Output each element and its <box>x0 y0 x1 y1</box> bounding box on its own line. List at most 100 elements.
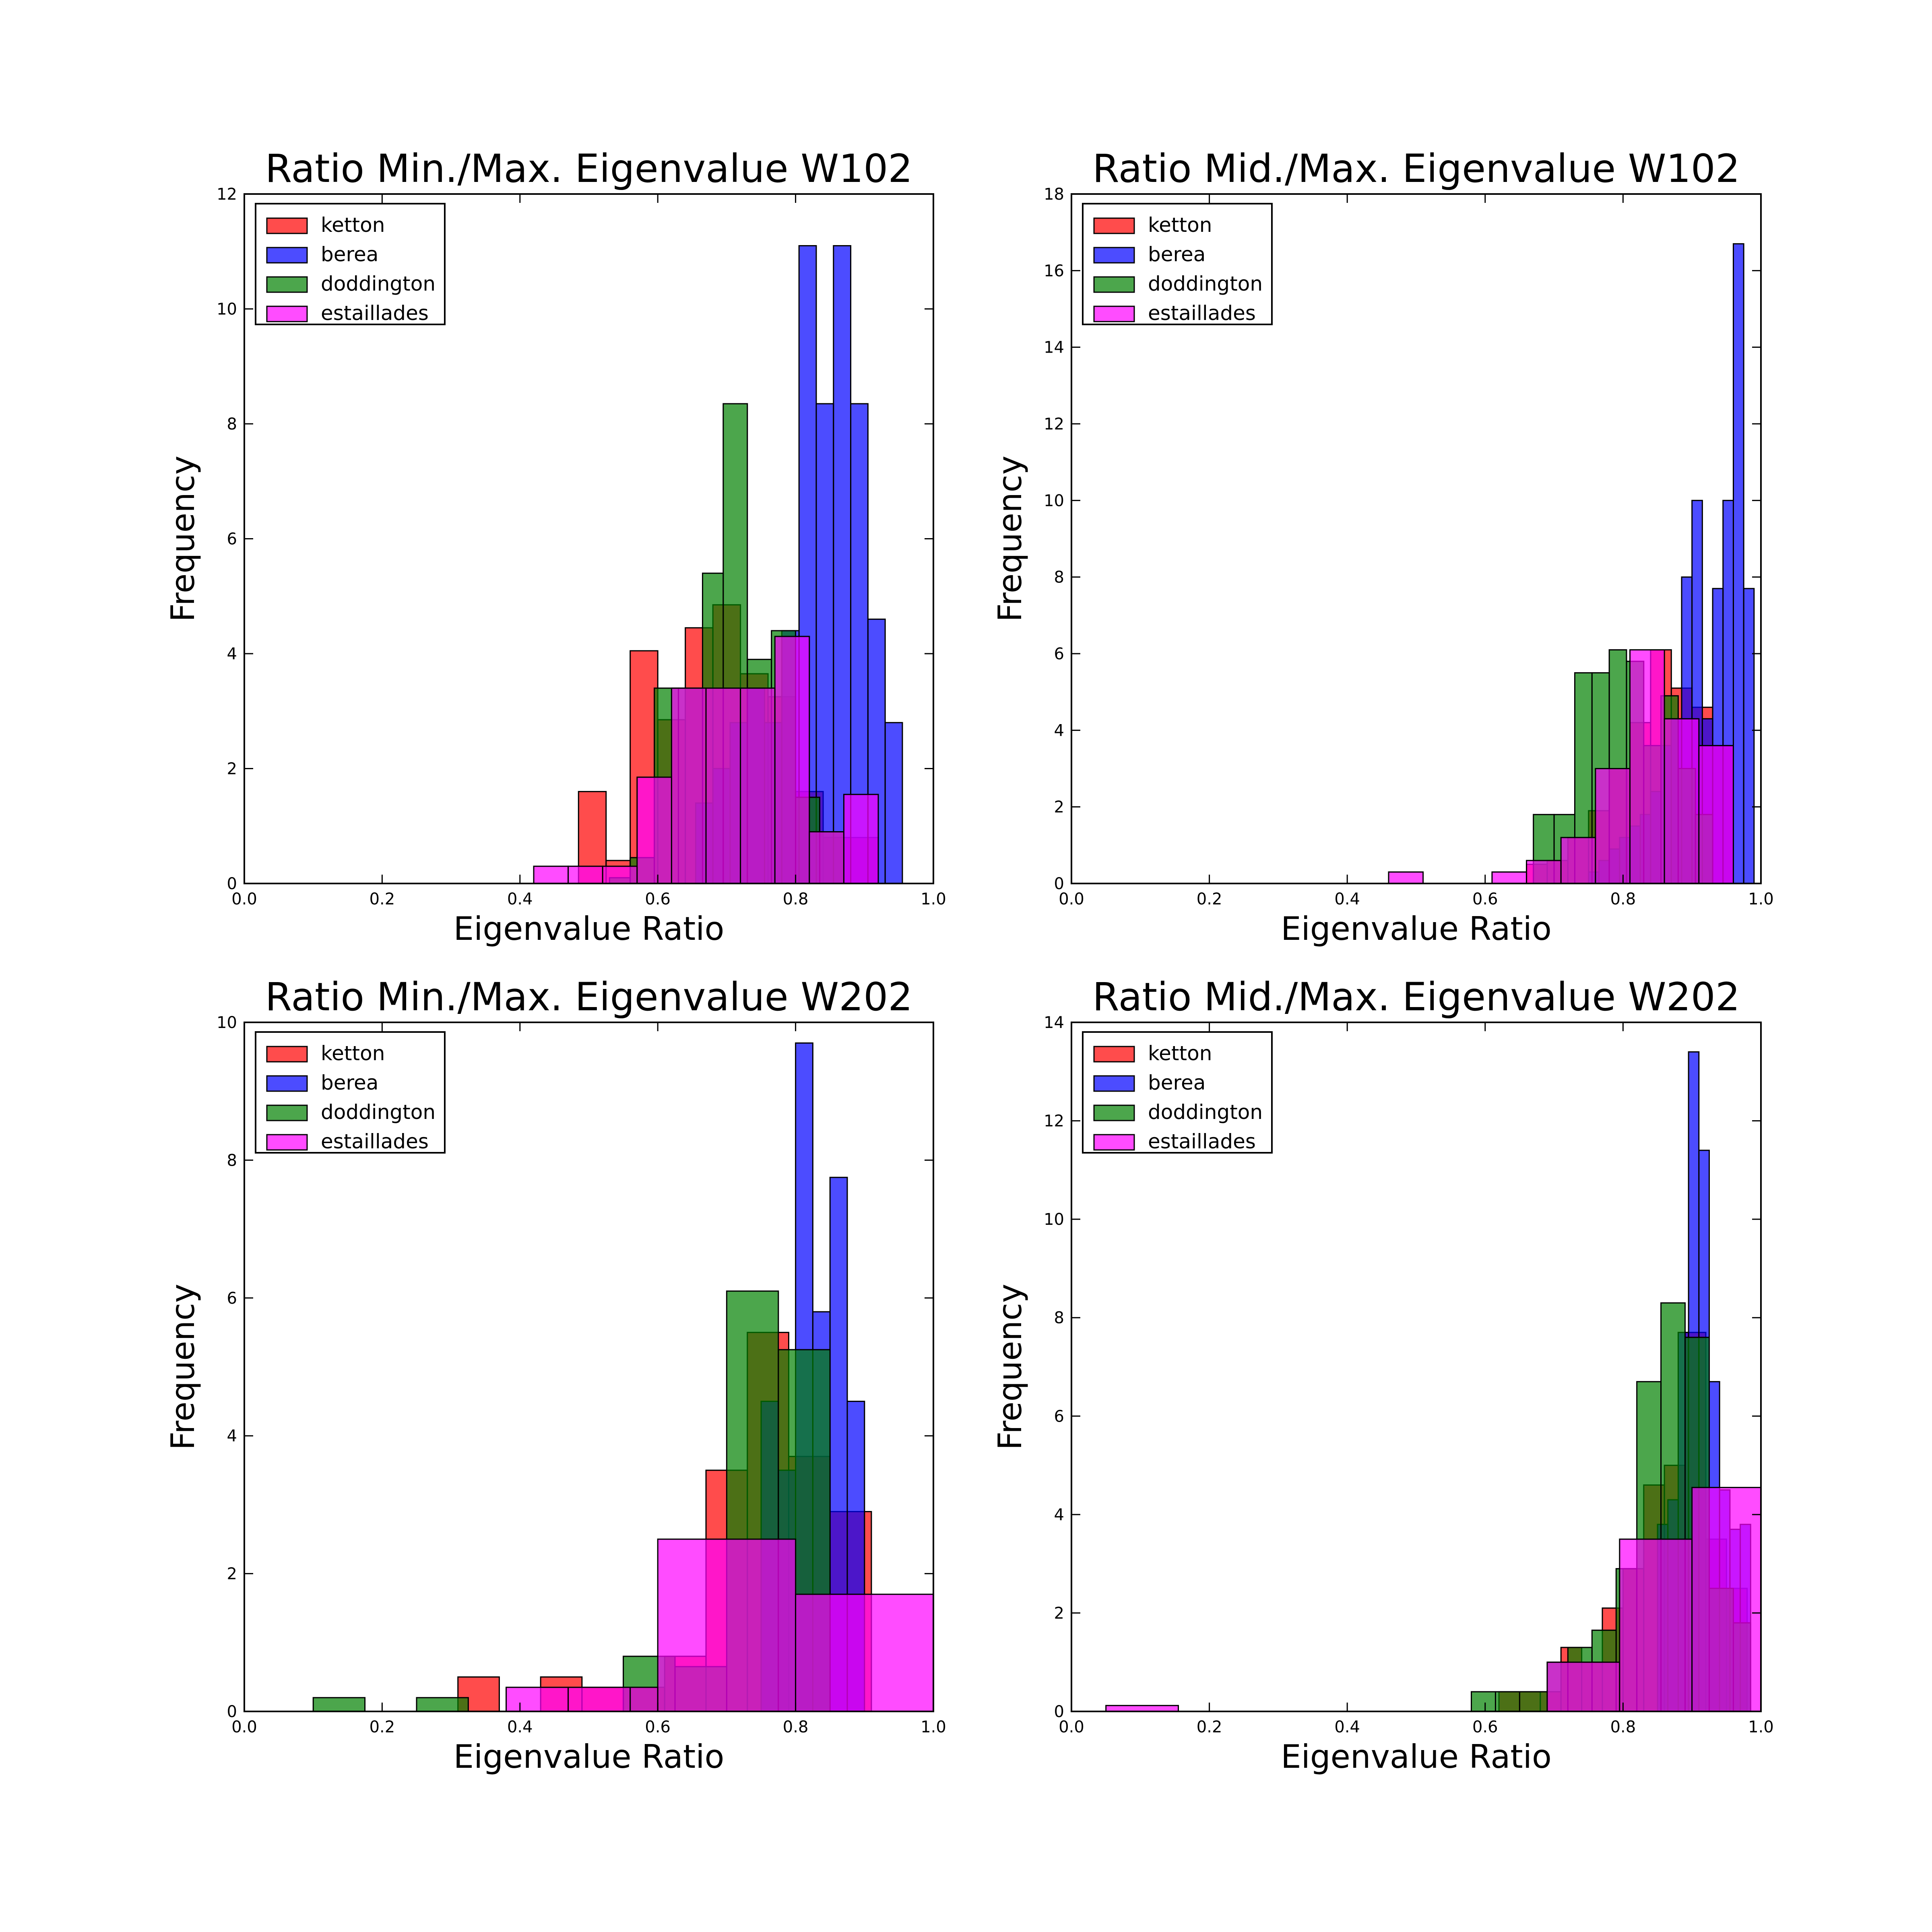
bar-estaillades <box>795 1593 934 1712</box>
bar-estaillades <box>1664 718 1700 884</box>
y-tick-label: 0 <box>1054 1703 1064 1721</box>
y-tick-label: 6 <box>1054 645 1064 663</box>
x-tick-label: 1.0 <box>921 890 946 908</box>
x-tick-label: 0.4 <box>1334 1718 1360 1736</box>
bar-estaillades <box>1105 1705 1179 1712</box>
legend-label-berea: berea <box>321 1071 378 1094</box>
x-tick-label: 0.6 <box>645 1718 671 1736</box>
y-tick-label: 18 <box>1044 185 1064 204</box>
y-tick-label: 12 <box>1044 1112 1064 1131</box>
bar-estaillades <box>568 865 603 884</box>
bar-estaillades <box>1526 860 1562 884</box>
bar-berea <box>1743 588 1755 884</box>
legend-swatch-estaillades <box>266 305 308 322</box>
legend-label-berea: berea <box>1148 243 1205 266</box>
x-tick-label: 0.4 <box>1334 890 1360 908</box>
x-tick-label: 0.6 <box>1472 1718 1498 1736</box>
plot-frame <box>1071 1022 1762 1712</box>
legend-label-doddington: doddington <box>1148 272 1263 295</box>
y-tick-label: 16 <box>1044 262 1064 280</box>
y-tick-label: 14 <box>1044 1013 1064 1032</box>
bar-estaillades <box>533 865 569 884</box>
y-tick-label: 0 <box>227 1703 237 1721</box>
legend-swatch-doddington <box>1093 276 1135 293</box>
legend-swatch-ketton <box>266 217 308 234</box>
bar-estaillades <box>1698 745 1734 884</box>
bar-estaillades <box>657 1538 797 1712</box>
y-tick-label: 2 <box>227 760 237 778</box>
y-tick-label: 8 <box>227 1151 237 1170</box>
bar-estaillades <box>602 865 638 884</box>
legend: ketton berea doddington estaillades <box>1082 1031 1273 1154</box>
x-axis-label: Eigenvalue Ratio <box>454 1738 724 1775</box>
x-tick-label: 0.8 <box>1610 1718 1636 1736</box>
x-tick-label: 0.0 <box>1059 1718 1084 1736</box>
bar-estaillades <box>1560 837 1596 884</box>
x-tick-label: 0.2 <box>369 890 395 908</box>
legend-box <box>1082 203 1273 325</box>
x-tick-label: 1.0 <box>921 1718 946 1736</box>
legend-label-ketton: ketton <box>321 213 385 237</box>
y-tick-label: 4 <box>1054 721 1064 740</box>
y-tick-label: 12 <box>217 185 237 204</box>
y-tick-label: 2 <box>1054 1604 1064 1622</box>
y-tick-label: 10 <box>217 1013 237 1032</box>
x-axis-label: Eigenvalue Ratio <box>1281 1738 1552 1775</box>
x-tick-label: 0.4 <box>507 890 533 908</box>
legend: ketton berea doddington estaillades <box>255 1031 446 1154</box>
y-axis-label: Frequency <box>991 1284 1029 1450</box>
legend-swatch-estaillades <box>1093 1134 1135 1151</box>
x-tick-label: 0.2 <box>1197 890 1222 908</box>
legend-label-berea: berea <box>321 243 378 266</box>
legend-swatch-doddington <box>266 1104 308 1121</box>
bar-doddington <box>1494 1691 1520 1712</box>
x-tick-label: 0.8 <box>783 1718 809 1736</box>
x-tick-label: 0.4 <box>507 1718 533 1736</box>
bars <box>1388 243 1755 884</box>
bar-estaillades <box>1546 1662 1620 1712</box>
bar-estaillades <box>809 831 844 884</box>
bar-berea <box>884 722 903 884</box>
y-tick-label: 4 <box>1054 1506 1064 1524</box>
bar-estaillades <box>1595 768 1631 884</box>
y-tick-label: 6 <box>227 530 237 549</box>
plot-frame <box>1071 193 1762 884</box>
bar-estaillades <box>843 794 879 884</box>
bar-doddington <box>312 1697 366 1712</box>
bars <box>1105 1051 1762 1712</box>
x-tick-label: 1.0 <box>1748 1718 1774 1736</box>
bar-ketton <box>457 1676 500 1712</box>
y-axis-label: Frequency <box>991 456 1029 622</box>
legend-swatch-estaillades <box>1093 305 1135 322</box>
y-tick-label: 0 <box>227 875 237 893</box>
y-axis-label: Frequency <box>164 456 202 622</box>
x-axis-label: Eigenvalue Ratio <box>454 910 724 947</box>
bar-doddington <box>416 1697 469 1712</box>
legend-label-ketton: ketton <box>1148 1042 1212 1065</box>
bar-estaillades <box>774 636 810 884</box>
bar-estaillades <box>1691 1487 1762 1712</box>
bar-estaillades <box>636 776 672 884</box>
legend: ketton berea doddington estaillades <box>1082 203 1273 325</box>
legend-label-doddington: doddington <box>321 272 436 295</box>
x-tick-label: 0.6 <box>1472 890 1498 908</box>
plot-title: Ratio Min./Max. Eigenvalue W202 <box>265 974 913 1020</box>
y-tick-label: 8 <box>1054 1309 1064 1327</box>
legend-label-estaillades: estaillades <box>1148 301 1256 325</box>
legend-swatch-berea <box>266 247 308 264</box>
bars <box>533 245 903 884</box>
y-tick-label: 10 <box>1044 1210 1064 1229</box>
bar-estaillades <box>1388 871 1424 884</box>
bar-berea <box>833 245 852 884</box>
bar-doddington <box>1471 1691 1496 1712</box>
bar-berea <box>1732 243 1744 884</box>
x-tick-label: 0.8 <box>1610 890 1636 908</box>
y-tick-label: 4 <box>227 645 237 663</box>
legend-label-estaillades: estaillades <box>321 301 429 325</box>
legend-swatch-berea <box>1093 1075 1135 1092</box>
legend-label-estaillades: estaillades <box>321 1130 429 1153</box>
x-tick-label: 0.6 <box>645 890 671 908</box>
legend-swatch-ketton <box>1093 217 1135 234</box>
bar-estaillades <box>1619 1538 1693 1712</box>
